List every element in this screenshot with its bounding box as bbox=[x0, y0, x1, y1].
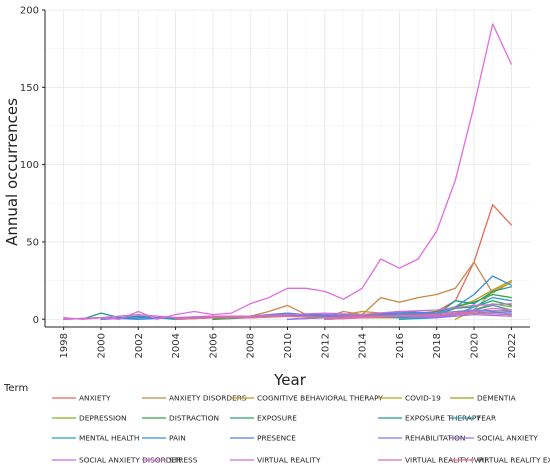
x-tick-label: 2004 bbox=[171, 333, 182, 358]
legend-label-virtual-reality-vr: VIRTUAL REALITY (VR) bbox=[405, 456, 487, 465]
x-tick-label: 2002 bbox=[134, 333, 145, 358]
x-tick-label: 2006 bbox=[208, 333, 219, 358]
y-axis-title: Annual occurrences bbox=[3, 98, 21, 246]
legend-label-rehabilitation: REHABILITATION bbox=[405, 434, 465, 443]
legend-title: Term bbox=[3, 383, 28, 394]
legend-label-virtual-reality-exposure-therapy: VIRTUAL REALITY EXPOSURE THERAPY bbox=[477, 456, 550, 465]
y-tick-label: 50 bbox=[26, 237, 39, 248]
legend-label-covid-19: COVID-19 bbox=[405, 394, 441, 403]
legend-label-exposure: EXPOSURE bbox=[257, 414, 297, 423]
legend-label-dementia: DEMENTIA bbox=[477, 394, 516, 403]
legend-label-pain: PAIN bbox=[169, 434, 186, 443]
legend-label-stress: STRESS bbox=[169, 456, 198, 465]
legend-label-exposure-therapy: EXPOSURE THERAPY bbox=[405, 414, 481, 423]
x-tick-label: 2018 bbox=[432, 333, 443, 358]
y-tick-label: 200 bbox=[20, 6, 39, 17]
legend-label-distraction: DISTRACTION bbox=[169, 414, 219, 423]
x-tick-label: 2020 bbox=[470, 333, 481, 358]
legend-label-virtual-reality: VIRTUAL REALITY bbox=[257, 456, 321, 465]
x-tick-label: 2014 bbox=[358, 333, 369, 358]
series-line-virtual-reality bbox=[63, 303, 512, 320]
x-axis-title: Year bbox=[273, 371, 307, 389]
y-tick-label: 0 bbox=[33, 315, 39, 326]
grid bbox=[45, 9, 530, 327]
x-tick-label: 2010 bbox=[283, 333, 294, 358]
legend-label-social-anxiety-disorder: SOCIAL ANXIETY DISORDER bbox=[79, 456, 181, 465]
y-tick-label: 100 bbox=[20, 160, 39, 171]
series-line-virtual-reality-exposure-therapy bbox=[174, 312, 512, 320]
x-tick-label: 2022 bbox=[507, 333, 518, 358]
x-tick-label: 2016 bbox=[395, 333, 406, 358]
x-tick-label: 2008 bbox=[246, 333, 257, 358]
x-tick-label: 2012 bbox=[320, 333, 331, 358]
x-tick-label: 1998 bbox=[59, 333, 70, 358]
legend-label-presence: PRESENCE bbox=[257, 434, 296, 443]
y-tick-label: 150 bbox=[20, 83, 39, 94]
legend: ANXIETY ANXIETY DISORDERS COGNITIVE BEHAVI… bbox=[52, 394, 550, 465]
legend-label-social-anxiety: SOCIAL ANXIETY bbox=[477, 434, 538, 443]
legend-label-fear: FEAR bbox=[477, 414, 496, 423]
series-line-stress bbox=[63, 23, 512, 320]
legend-label-anxiety-disorders: ANXIETY DISORDERS bbox=[169, 394, 247, 403]
series-line-covid-19 bbox=[454, 281, 512, 320]
axes: 0 50 100 150 200 1998 2000 2002 2004 2006 2008 2010… bbox=[20, 6, 530, 358]
legend-label-mental-health: MENTAL HEALTH bbox=[79, 434, 140, 443]
x-tick-label: 2000 bbox=[96, 333, 107, 358]
series-lines bbox=[63, 23, 512, 320]
legend-label-cognitive-behavioral-therapy: COGNITIVE BEHAVIORAL THERAPY bbox=[257, 394, 383, 403]
legend-label-anxiety: ANXIETY bbox=[79, 394, 111, 403]
legend-label-depression: DEPRESSION bbox=[79, 414, 127, 423]
